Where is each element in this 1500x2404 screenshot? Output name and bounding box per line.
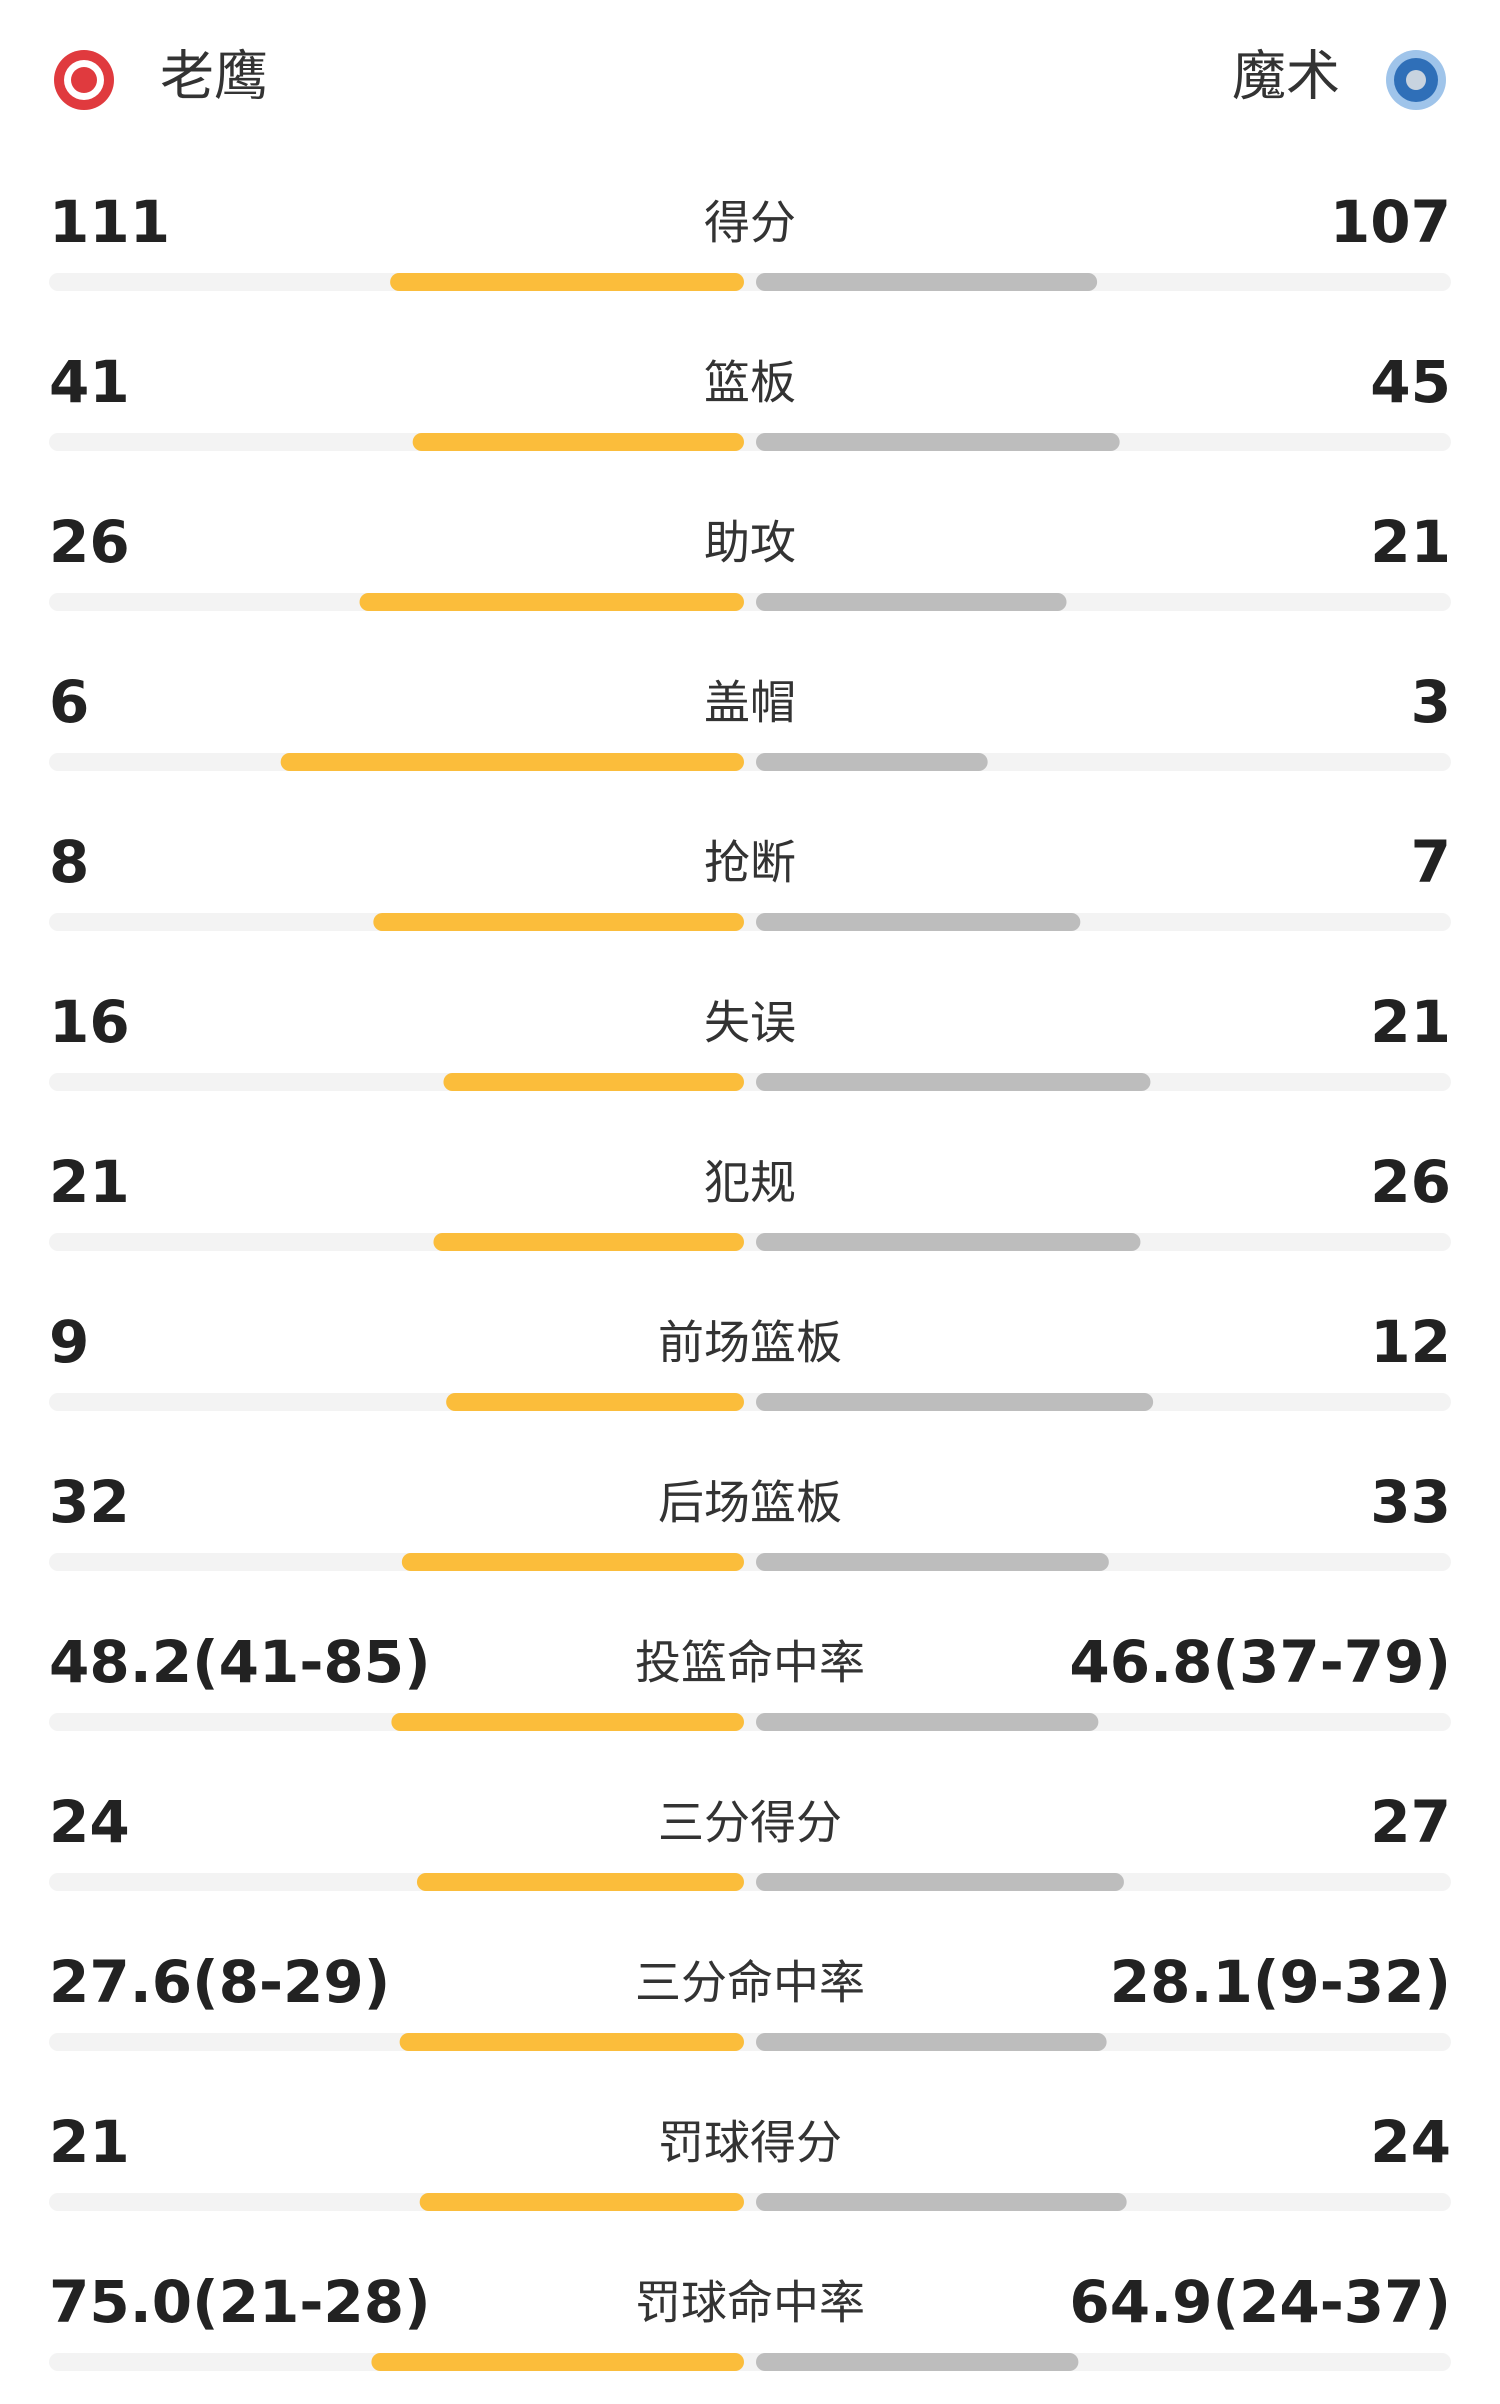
home-logo xyxy=(54,50,114,110)
home-value: 8 xyxy=(49,828,89,896)
home-bar xyxy=(390,273,744,291)
home-bar xyxy=(433,1233,744,1251)
home-value: 75.0(21-28) xyxy=(49,2268,431,2336)
stat-label: 三分命中率 xyxy=(635,1956,865,2010)
home-bar xyxy=(391,1713,744,1731)
away-value: 7 xyxy=(1411,828,1451,896)
home-bar xyxy=(416,1873,744,1891)
stat-label: 罚球得分 xyxy=(658,2116,842,2170)
away-bar xyxy=(756,1233,1141,1251)
track xyxy=(49,753,1451,771)
home-value: 41 xyxy=(49,348,130,416)
home-value: 24 xyxy=(49,1788,130,1856)
stat-label: 篮板 xyxy=(704,356,796,410)
home-bar xyxy=(412,433,744,451)
stat-label: 后场篮板 xyxy=(658,1476,842,1530)
stat-label: 失误 xyxy=(704,996,796,1050)
track xyxy=(49,1073,1451,1091)
home-bar xyxy=(359,593,744,611)
away-bar xyxy=(756,2353,1079,2371)
home-value: 111 xyxy=(49,188,170,256)
home-bar xyxy=(280,753,744,771)
away-value: 3 xyxy=(1411,668,1451,736)
away-value: 26 xyxy=(1370,1148,1451,1216)
track xyxy=(49,1713,1451,1731)
away-value: 64.9(24-37) xyxy=(1069,2268,1451,2336)
away-bar xyxy=(756,2193,1127,2211)
away-value: 24 xyxy=(1370,2108,1451,2176)
away-value: 21 xyxy=(1370,508,1451,576)
track xyxy=(49,1873,1451,1891)
away-bar xyxy=(756,2033,1107,2051)
stat-label: 前场篮板 xyxy=(658,1316,842,1370)
home-bar xyxy=(401,1553,744,1571)
track xyxy=(49,2193,1451,2211)
away-bar xyxy=(756,1873,1124,1891)
away-value: 12 xyxy=(1370,1308,1451,1376)
away-bar xyxy=(756,753,988,771)
away-value: 27 xyxy=(1370,1788,1451,1856)
away-logo xyxy=(1386,50,1446,110)
track xyxy=(49,2353,1451,2371)
stat-label: 投篮命中率 xyxy=(635,1636,865,1690)
track xyxy=(49,1233,1451,1251)
away-bar xyxy=(756,273,1098,291)
stat-label: 罚球命中率 xyxy=(635,2276,865,2330)
track xyxy=(49,913,1451,931)
home-team: 老鹰 xyxy=(160,45,268,108)
home-value: 9 xyxy=(49,1308,89,1376)
track xyxy=(49,593,1451,611)
away-bar xyxy=(756,1713,1099,1731)
track xyxy=(49,273,1451,291)
away-value: 107 xyxy=(1330,188,1451,256)
stat-label: 抢断 xyxy=(704,836,796,890)
home-bar xyxy=(443,1073,744,1091)
home-value: 26 xyxy=(49,508,130,576)
away-bar xyxy=(756,1393,1154,1411)
track xyxy=(49,433,1451,451)
stat-label: 三分得分 xyxy=(658,1796,842,1850)
away-bar xyxy=(756,1553,1109,1571)
track xyxy=(49,1553,1451,1571)
away-team: 魔术 xyxy=(1232,45,1340,108)
away-bar xyxy=(756,433,1120,451)
away-value: 33 xyxy=(1370,1468,1451,1536)
track xyxy=(49,2033,1451,2051)
stat-label: 助攻 xyxy=(704,516,796,570)
rows: 111 得分 107 41 篮板 45 26 助攻 21 6 盖帽 3 8 抢断 7 16 失误 21 21 犯规 26… xyxy=(49,188,1451,2371)
home-value: 27.6(8-29) xyxy=(49,1948,390,2016)
home-bar xyxy=(371,2353,744,2371)
home-bar xyxy=(399,2033,744,2051)
track xyxy=(49,1393,1451,1411)
away-bar xyxy=(756,593,1067,611)
home-value: 21 xyxy=(49,2108,130,2176)
away-value: 46.8(37-79) xyxy=(1069,1628,1451,1696)
stat-label: 犯规 xyxy=(704,1156,796,1210)
home-bar xyxy=(419,2193,744,2211)
away-bar xyxy=(756,1073,1151,1091)
home-value: 48.2(41-85) xyxy=(49,1628,431,1696)
home-value: 21 xyxy=(49,1148,130,1216)
stat-label: 盖帽 xyxy=(704,676,796,730)
home-value: 32 xyxy=(49,1468,130,1536)
home-bar xyxy=(373,913,744,931)
home-bar xyxy=(446,1393,744,1411)
away-bar xyxy=(756,913,1081,931)
away-value: 45 xyxy=(1370,348,1451,416)
stat-label: 得分 xyxy=(704,196,796,250)
home-value: 16 xyxy=(49,988,130,1056)
away-value: 28.1(9-32) xyxy=(1110,1948,1451,2016)
home-value: 6 xyxy=(49,668,89,736)
away-value: 21 xyxy=(1370,988,1451,1056)
